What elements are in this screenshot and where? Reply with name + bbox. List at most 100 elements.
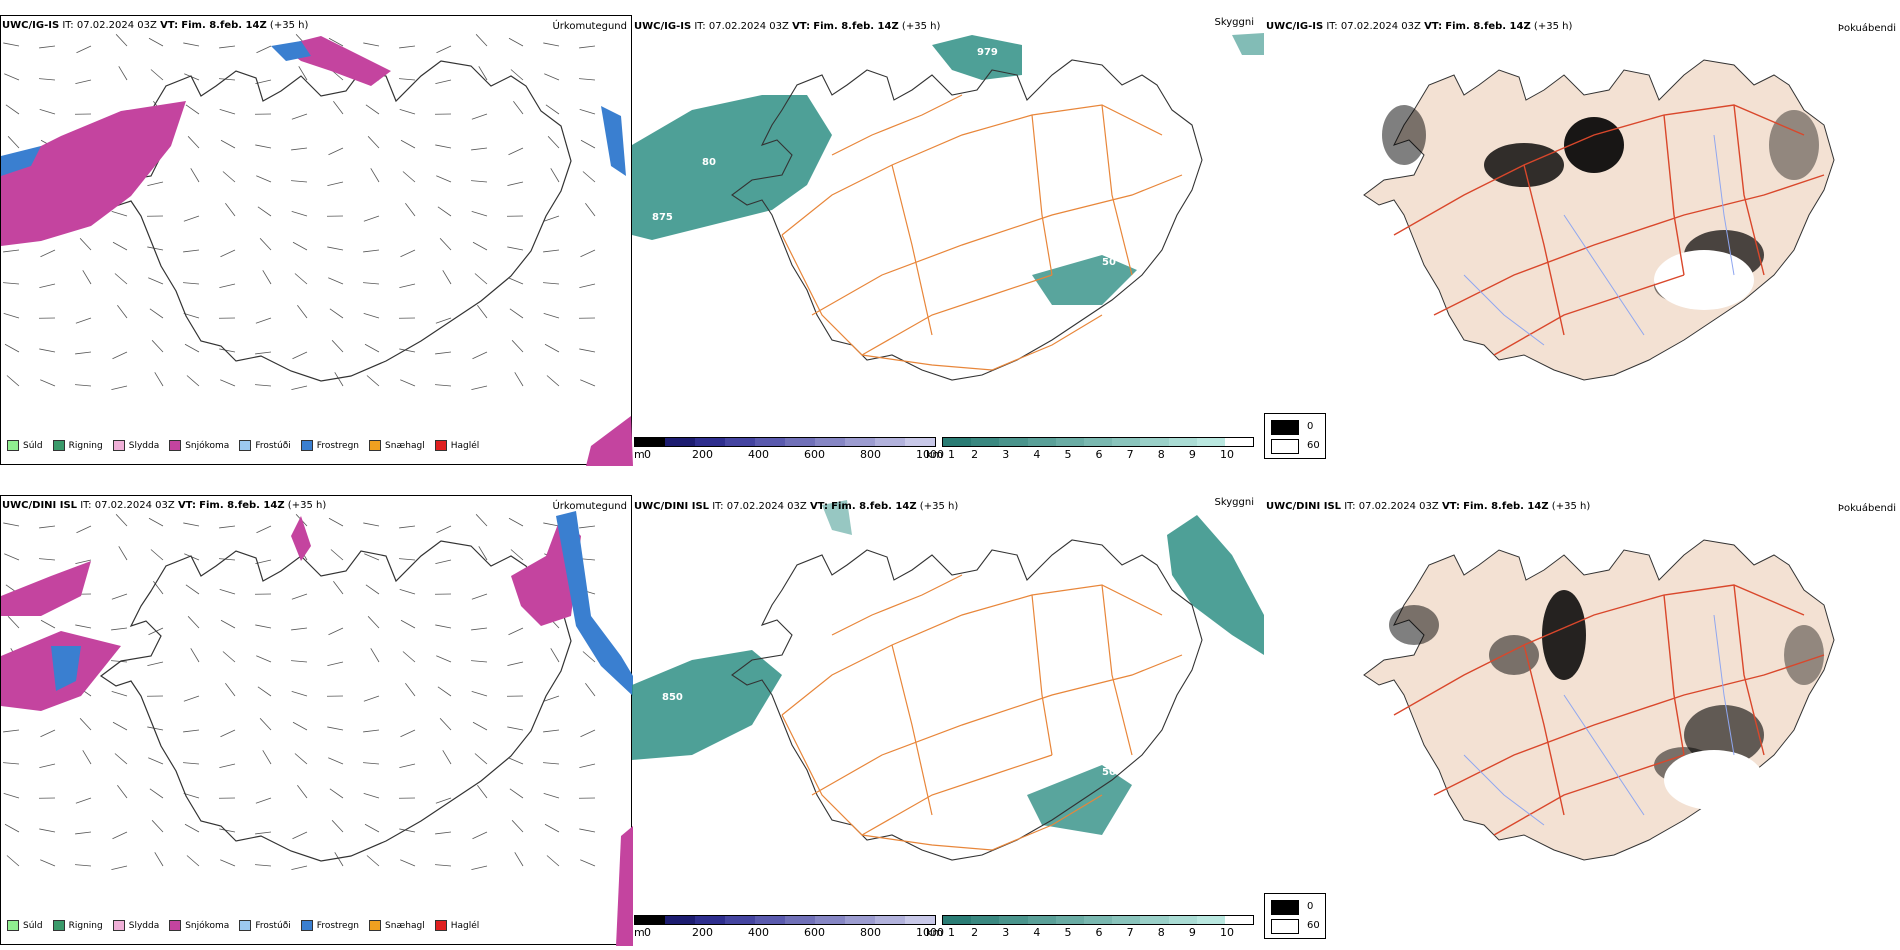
it-label: IT: — [80, 500, 92, 511]
road — [1733, 104, 1765, 276]
legend-swatch — [300, 440, 313, 451]
colorbar-segment — [755, 438, 785, 446]
legend-item: Haglél — [434, 440, 479, 451]
map-header: UWC/IG-IS IT: 07.02.2024 03Z VT: Fim. 8.… — [634, 21, 940, 32]
wind-barb — [507, 246, 524, 251]
road — [1493, 274, 1685, 356]
legend-item: Haglél — [434, 920, 479, 931]
wind-barb — [220, 379, 236, 387]
wind-barb — [546, 855, 560, 867]
wind-barb — [219, 45, 236, 49]
river — [1563, 694, 1645, 816]
wind-barb — [550, 648, 560, 663]
map-title: Þokuábendi — [1837, 23, 1896, 34]
colorbar-segment — [971, 438, 1000, 446]
low-cloud-area — [932, 35, 1022, 80]
wind-barb — [329, 308, 344, 319]
colorbar-segment — [905, 438, 935, 446]
road-network — [1393, 104, 1825, 356]
wind-barb — [507, 181, 524, 186]
wind-barb — [40, 249, 56, 258]
fog-legend-swatch-0 — [1271, 900, 1299, 915]
wind-barb — [364, 343, 380, 353]
wind-barb — [297, 304, 308, 319]
vt-label: VT: — [792, 21, 811, 32]
low-cloud-area — [632, 650, 782, 760]
glacier-area — [1654, 250, 1754, 310]
land-outline — [731, 59, 1203, 381]
wind-barb — [400, 139, 416, 149]
colorbar-tick: 600 — [804, 448, 825, 461]
river — [1463, 754, 1545, 826]
wind-barb — [39, 78, 56, 81]
wind-barb — [3, 792, 20, 799]
road — [1031, 114, 1053, 276]
wind-barb — [114, 753, 128, 765]
wind-barb — [40, 859, 56, 867]
wind-barb — [435, 79, 452, 84]
road — [781, 584, 1163, 716]
wind-barb — [112, 831, 128, 840]
wind-barb — [259, 718, 272, 731]
legend-swatch — [52, 440, 65, 451]
visibility-unit: km — [926, 926, 944, 939]
colorbar-segment — [635, 916, 665, 924]
wind-barb — [219, 78, 236, 81]
snow-area — [1, 561, 91, 616]
wind-barb — [183, 762, 200, 765]
wind-barb — [75, 317, 92, 324]
it-label: IT: — [712, 501, 724, 512]
colorbar-segment — [845, 438, 875, 446]
vt-value: Fim. 8.feb. 14Z — [181, 20, 267, 31]
colorbar-segment — [635, 438, 665, 446]
colorbar-segment — [1112, 916, 1141, 924]
wind-barb — [471, 660, 488, 663]
model-name: UWC/IG-IS — [2, 20, 60, 31]
wind-barb — [331, 340, 344, 353]
wind-barb — [478, 66, 488, 81]
wind-barb — [436, 525, 452, 534]
freezing-rain-area — [1, 146, 41, 176]
wind-barb — [111, 865, 128, 870]
vt-label: VT: — [809, 501, 828, 512]
wind-barb — [400, 729, 416, 738]
wind-barb — [75, 797, 92, 804]
wind-barb — [545, 104, 560, 115]
wind-barb — [543, 215, 560, 222]
wind-barb — [328, 147, 344, 156]
wind-barb — [399, 525, 416, 529]
wind-barb — [363, 282, 380, 285]
wind-barb — [147, 181, 164, 186]
road — [781, 104, 1163, 236]
wind-barb — [363, 695, 380, 702]
wind-barb — [220, 729, 236, 738]
snow-area — [291, 516, 311, 561]
wind-barb — [474, 273, 488, 285]
wind-barb — [400, 379, 416, 387]
wind-barb — [543, 792, 560, 799]
snow-area — [586, 416, 633, 466]
wind-barb — [437, 206, 452, 217]
precip-legend: Súld Rigning Slydda Snjókoma Frostúði Frostre… — [7, 440, 479, 451]
colorbar-segment — [1083, 916, 1113, 924]
colorbar-tick: 0 — [644, 448, 651, 461]
road — [831, 574, 963, 636]
wind-barb — [509, 788, 524, 799]
wind-barb — [256, 175, 272, 183]
wind-barb — [435, 559, 452, 564]
colorbar-segment — [1055, 916, 1084, 924]
legend-label: Slydda — [128, 440, 160, 451]
wind-barb — [291, 385, 308, 390]
wind-barb — [297, 784, 308, 799]
colorbar-tick: 3 — [1002, 448, 1010, 461]
legend-item: Frostregn — [300, 920, 359, 931]
wind-barb — [219, 348, 236, 353]
wind-barb — [75, 79, 92, 84]
snow-area — [1, 101, 186, 246]
land-outline — [99, 60, 572, 382]
wind-barb — [370, 648, 380, 663]
wind-barb — [112, 351, 128, 360]
wind-barb — [6, 375, 20, 387]
wind-barb — [363, 792, 380, 799]
wind-barb — [154, 852, 164, 867]
